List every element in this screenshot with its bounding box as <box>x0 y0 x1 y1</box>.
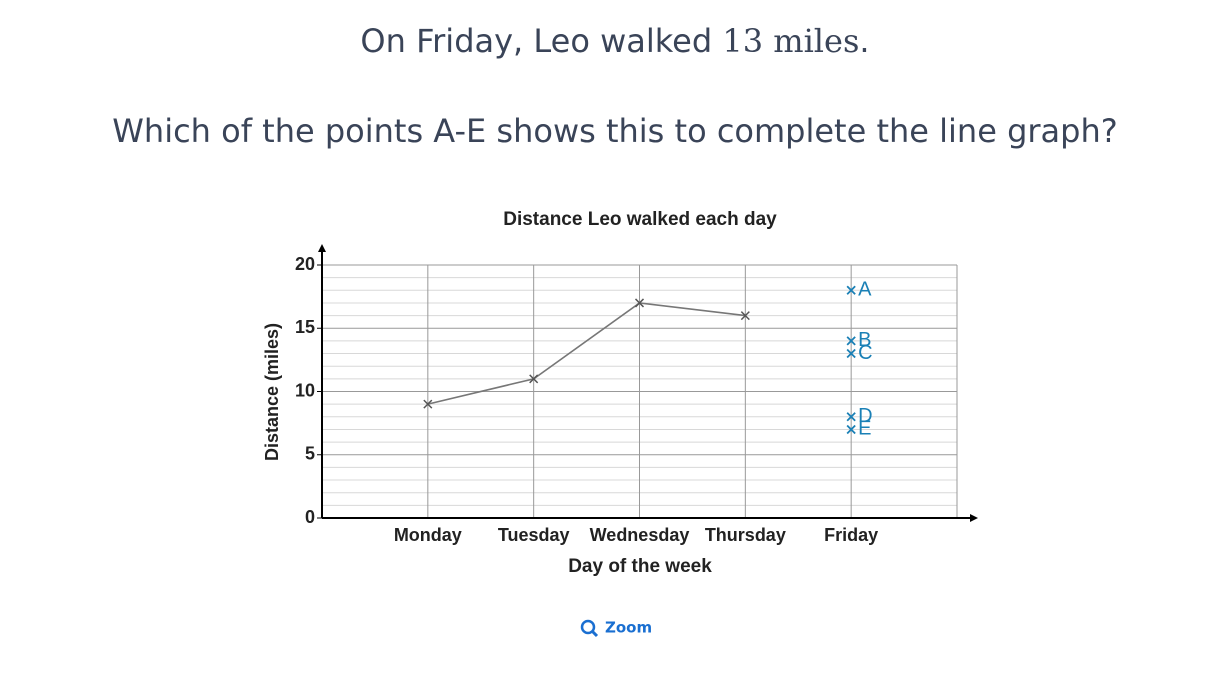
zoom-label: Zoom <box>605 619 652 637</box>
x-tick-label: Friday <box>824 525 878 545</box>
line <box>427 302 746 405</box>
question: Which of the points A-E shows this to co… <box>112 112 1117 150</box>
x-axis-arrow <box>970 514 978 522</box>
prompt-text: On Friday, Leo walked <box>360 22 722 60</box>
option-point <box>846 348 856 359</box>
option-label: A <box>858 279 872 301</box>
y-axis-arrow <box>318 244 326 252</box>
option-point <box>846 336 856 346</box>
point <box>740 311 750 321</box>
y-tick-label: 15 <box>295 317 315 337</box>
option-label: E <box>858 418 871 440</box>
option-point <box>846 285 856 295</box>
zoom-icon <box>580 619 596 635</box>
y-tick-label: 0 <box>305 507 315 527</box>
x-axis-label: Day of the week <box>568 556 712 577</box>
prompt-end: . <box>859 22 869 60</box>
point <box>423 399 433 409</box>
y-tick-label: 5 <box>305 444 315 464</box>
option-label: C <box>858 342 872 364</box>
y-tick-label: 10 <box>295 380 315 400</box>
chart-title: Distance Leo walked each day <box>503 209 777 230</box>
option-label: D <box>858 405 872 427</box>
y-tick-label: 20 <box>295 254 315 274</box>
x-tick-label: Thursday <box>705 525 786 545</box>
option-point <box>846 424 856 435</box>
zoom-button[interactable]: Zoom <box>580 619 652 638</box>
y-axis-label: Distance (miles) <box>262 323 282 461</box>
x-tick-label: Wednesday <box>590 525 690 545</box>
point <box>529 374 539 384</box>
prompt: On Friday, Leo walked 13 miles. <box>360 22 869 61</box>
option-point <box>846 412 856 422</box>
zoom-icon-handle <box>590 629 599 638</box>
point <box>634 298 645 308</box>
prompt-math: 13 miles <box>722 22 859 60</box>
x-tick-label: Monday <box>394 525 462 545</box>
x-tick-label: Tuesday <box>498 525 570 545</box>
option-label: B <box>858 329 871 351</box>
